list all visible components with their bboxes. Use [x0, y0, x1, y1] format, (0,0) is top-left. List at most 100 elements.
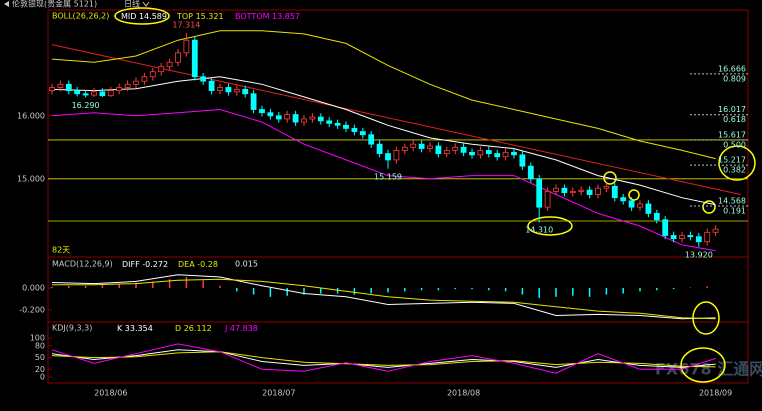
x-tick-label: 2018/06: [94, 389, 127, 398]
candle-body: [435, 145, 442, 154]
candle-body: [49, 87, 55, 92]
low-label: 15.159: [374, 172, 402, 181]
kdj-line: [51, 351, 716, 368]
candle-body: [284, 114, 291, 120]
highlight: [527, 216, 573, 236]
low-label: 14.310: [525, 226, 553, 235]
candle-body: [645, 203, 652, 214]
fib-ratio: 0.191: [723, 207, 746, 216]
candle-body: [452, 146, 459, 151]
candle-body: [99, 91, 106, 97]
candle-body: [611, 185, 618, 199]
candle-body: [317, 116, 324, 122]
fib-ratio: 0.809: [723, 74, 746, 83]
candle-body: [233, 88, 240, 93]
fib-ratio: 0.500: [723, 140, 746, 149]
indicator-name: KDJ(9,3,3): [52, 324, 92, 333]
dropdown-icon[interactable]: [142, 1, 150, 7]
candle-body: [460, 146, 467, 153]
candle-body: [309, 116, 316, 120]
candle-body: [301, 118, 307, 123]
legend-entry: J 47.838: [224, 324, 258, 333]
candle-body: [502, 151, 509, 158]
candle-body: [208, 80, 215, 92]
candle-body: [695, 236, 702, 243]
macd-value: 0.015: [235, 260, 258, 269]
candle-body: [259, 109, 265, 114]
candle-body: [687, 235, 694, 238]
candle-body: [191, 39, 198, 78]
candle-body: [578, 189, 585, 192]
highlights: [114, 7, 756, 383]
candle-body: [401, 146, 408, 151]
candle-body: [704, 231, 711, 243]
candle-body: [158, 66, 165, 73]
legend-entry: DIFF -0.272: [122, 260, 168, 269]
candle-body: [712, 228, 719, 233]
legend-text: 47.838: [230, 324, 258, 333]
y-tick-label: 16.000: [17, 111, 45, 120]
legend-entry: K 33.354: [117, 324, 153, 333]
candle-body: [250, 93, 257, 110]
candle-body: [410, 143, 417, 148]
indicator-name: MACD(12,26,9): [52, 260, 113, 269]
kdj-line: [51, 343, 716, 374]
legend-text: DIFF: [122, 260, 140, 269]
trendline: [51, 44, 741, 196]
y-tick-label: 20: [35, 365, 45, 374]
candle-body: [586, 189, 593, 195]
candle-body: [175, 52, 181, 63]
x-tick-label: 2018/08: [447, 389, 480, 398]
candle-body: [57, 83, 64, 88]
candle-body: [511, 151, 517, 156]
candle-body: [637, 203, 643, 208]
boll-line: [51, 76, 716, 206]
candle-body: [183, 39, 190, 54]
y-tick-label: 80: [35, 341, 45, 350]
back-icon[interactable]: [4, 1, 9, 7]
candle-body: [527, 165, 534, 180]
legend-text: BOTTOM: [235, 12, 270, 21]
candle-body: [519, 154, 526, 167]
candle-body: [334, 122, 341, 126]
candle-body: [292, 114, 299, 123]
candle-body: [595, 187, 601, 195]
kdj-line: [51, 349, 716, 368]
candle-body: [662, 219, 669, 236]
x-tick-label: 2018/09: [699, 389, 732, 398]
legend-entry: D 26.112: [175, 324, 212, 333]
fib-price: 16.666: [718, 64, 746, 73]
legend-text: MID: [121, 12, 136, 21]
candle-body: [343, 124, 349, 129]
candle-body: [670, 235, 677, 240]
highlight: [680, 347, 726, 383]
days-label: 82天: [52, 246, 70, 255]
fib-price: 14.568: [718, 197, 746, 206]
y-tick-label: 50: [35, 353, 45, 362]
period[interactable]: 日线: [124, 0, 140, 9]
candle-body: [628, 200, 635, 208]
candle-body: [469, 151, 475, 156]
candle-body: [603, 185, 610, 189]
y-tick-label: 15.000: [17, 174, 45, 183]
y-tick-label: 100: [30, 334, 45, 343]
candle-body: [368, 134, 375, 145]
frame: [47, 9, 749, 384]
candle-body: [107, 90, 114, 97]
indicator-name: BOLL(26,26,2): [52, 12, 109, 21]
candle-body: [82, 93, 89, 96]
candle-body: [443, 150, 450, 154]
candle-body: [217, 87, 223, 92]
legend-text: 14.589: [139, 12, 167, 21]
legend-text: -0.28: [197, 260, 218, 269]
candle-body: [116, 87, 123, 92]
instrument: 伦敦银现(贵金属 5121): [12, 0, 97, 9]
highlight: [718, 145, 756, 181]
candle-body: [225, 87, 232, 93]
highlight: [603, 171, 617, 185]
legend-text: -0.272: [142, 260, 168, 269]
macd-line: [51, 274, 716, 320]
candle-body: [553, 187, 559, 192]
candle-body: [200, 76, 207, 82]
